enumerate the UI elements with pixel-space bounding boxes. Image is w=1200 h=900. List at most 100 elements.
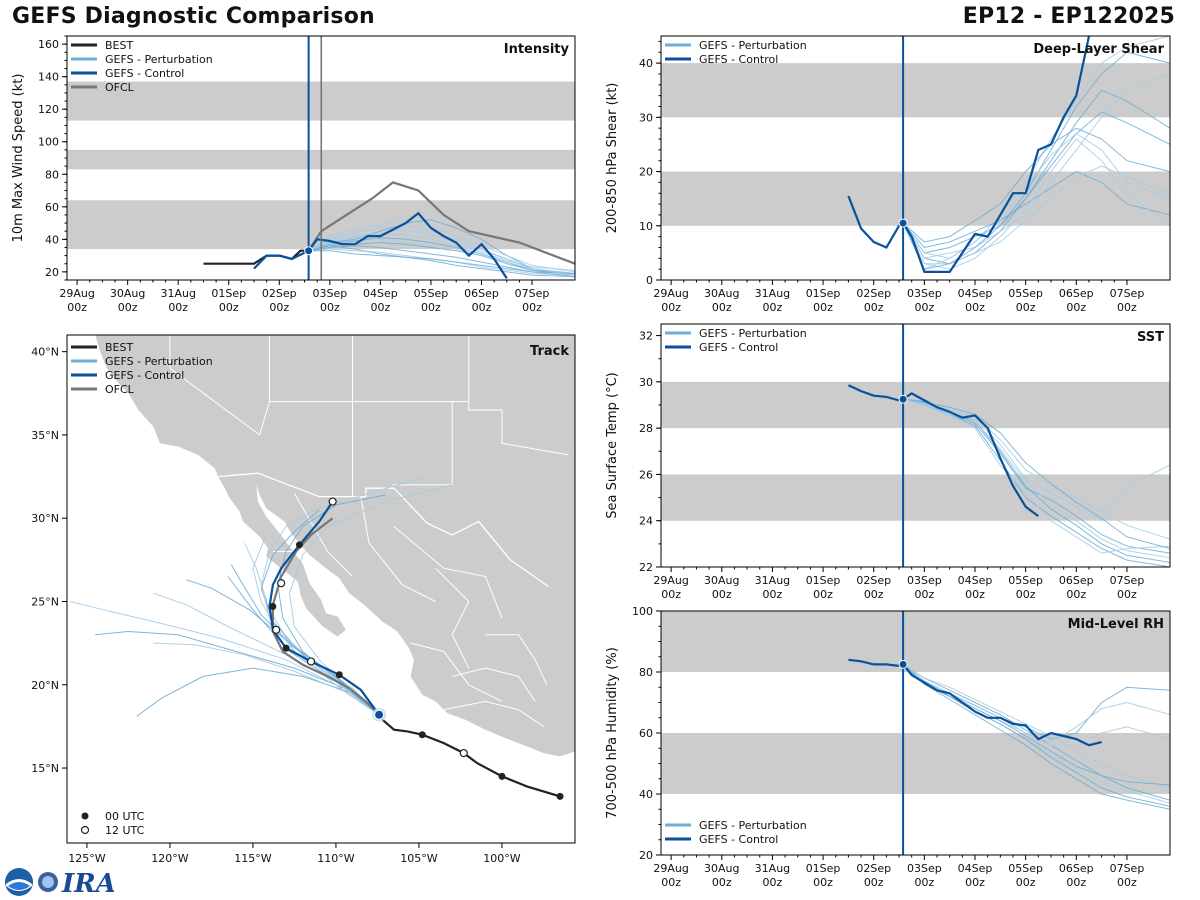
control-12z-marker	[277, 579, 286, 588]
x-tick-label-day: 31Aug	[755, 574, 790, 587]
state-line	[443, 700, 544, 727]
control-00z-marker	[335, 671, 343, 679]
y-tick-label: 160	[38, 38, 59, 51]
x-tick-label-hour: 00z	[661, 876, 681, 889]
x-tick-label-hour: 00z	[1117, 301, 1137, 314]
x-tick-label-day: 07Sep	[1110, 574, 1145, 587]
y-tick-label: 30	[639, 111, 653, 124]
legend-label-best: BEST	[105, 341, 133, 354]
x-tick-label-day: 30Aug	[704, 287, 739, 300]
legend-00z-marker	[81, 812, 89, 820]
perturbation-line	[902, 398, 1170, 559]
legend-label-best: BEST	[105, 39, 133, 52]
perturbation-line	[902, 89, 1170, 254]
x-tick-label-hour: 00z	[1016, 876, 1036, 889]
shaded-band	[661, 381, 1170, 429]
panel-title: Mid-Level RH	[1068, 617, 1164, 632]
control-line	[848, 658, 1102, 747]
perturbation-track	[260, 476, 428, 716]
control-00z-marker	[282, 644, 290, 652]
x-tick-label-day: 01Sep	[806, 287, 841, 300]
lat-tick-label: 15°N	[31, 762, 59, 775]
perturbation-line	[308, 245, 575, 278]
perturbation-line	[902, 664, 1170, 746]
lon-tick-label: 115°W	[234, 852, 271, 865]
axes-frame	[660, 323, 1171, 568]
legend-label-ofcl: OFCL	[105, 81, 135, 94]
x-tick-label-hour: 00z	[269, 301, 289, 314]
legend-label-pert: GEFS - Perturbation	[699, 819, 807, 832]
x-tick-label-day: 02Sep	[856, 287, 891, 300]
current-marker	[304, 246, 314, 256]
y-tick-label: 40	[639, 57, 653, 70]
x-tick-label-day: 05Sep	[1008, 862, 1043, 875]
y-axis-label: Sea Surface Temp (°C)	[605, 372, 620, 519]
x-tick-label-day: 06Sep	[1059, 862, 1094, 875]
perturbation-line	[902, 398, 1170, 554]
y-tick-label: 40	[639, 788, 653, 801]
x-tick-label-day: 05Sep	[1008, 287, 1043, 300]
perturbation-line	[902, 663, 1170, 789]
y-tick-label: 140	[38, 71, 59, 84]
x-tick-label-hour: 00z	[1066, 301, 1086, 314]
state-line	[360, 496, 436, 602]
x-tick-label-day: 04Sep	[958, 574, 993, 587]
noaa-cira-logo: IRA	[4, 866, 114, 898]
control-12z-marker	[272, 625, 281, 634]
current-marker	[898, 659, 908, 669]
best-00z-marker	[498, 772, 506, 780]
x-tick-label-hour: 00z	[712, 301, 732, 314]
y-tick-label: 24	[639, 515, 653, 528]
perturbation-line	[903, 398, 1170, 549]
current-marker	[898, 394, 908, 404]
lat-tick-label: 35°N	[31, 429, 59, 442]
control-00z-marker	[269, 602, 277, 610]
x-tick-label-hour: 00z	[661, 588, 681, 601]
y-tick-label: 60	[639, 727, 653, 740]
y-axis-label: 10m Max Wind Speed (kt)	[11, 74, 26, 243]
x-tick-label-hour: 00z	[1066, 588, 1086, 601]
x-tick-label-day: 31Aug	[755, 862, 790, 875]
y-tick-label: 0	[646, 274, 653, 287]
legend-label-ofcl: OFCL	[105, 383, 135, 396]
perturbation-line	[308, 235, 575, 276]
legend-label-pert: GEFS - Perturbation	[699, 327, 807, 340]
perturbation-line	[902, 171, 1170, 249]
x-tick-label-day: 05Sep	[1008, 574, 1043, 587]
legend-label-control: GEFS - Control	[699, 833, 778, 846]
shaded-band	[661, 474, 1170, 521]
panel-track: 125°W 120°W 115°W 110°W 105°W 100°W 15°N 20°N 25…	[31, 334, 576, 865]
x-tick-label-day: 05Sep	[414, 287, 449, 300]
border-ca-nv	[169, 335, 260, 436]
best-12z-marker	[459, 748, 468, 758]
y-tick-label: 32	[639, 330, 653, 343]
x-tick-label-day: 01Sep	[211, 287, 246, 300]
lon-tick-label: 110°W	[317, 852, 354, 865]
border-tx-ok	[468, 335, 569, 456]
x-tick-label-hour: 00z	[1066, 876, 1086, 889]
perturbation-line	[308, 245, 575, 278]
x-tick-label-day: 06Sep	[1059, 287, 1094, 300]
x-tick-label-day: 03Sep	[907, 287, 942, 300]
perturbation-line	[902, 138, 1170, 270]
legend-label-00z: 00 UTC	[105, 810, 145, 823]
state-line	[485, 634, 548, 686]
map-area	[70, 335, 575, 800]
legend-label-control: GEFS - Control	[699, 341, 778, 354]
perturbation-line	[902, 127, 1170, 243]
x-tick-label-day: 31Aug	[755, 287, 790, 300]
control-track	[268, 500, 380, 716]
x-tick-label-hour: 00z	[661, 301, 681, 314]
y-tick-label: 20	[639, 849, 653, 862]
x-tick-label-day: 31Aug	[160, 287, 195, 300]
panel-title: Deep-Layer Shear	[1033, 42, 1164, 57]
current-position-marker	[374, 709, 385, 720]
lat-tick-label: 30°N	[31, 512, 59, 525]
x-tick-label-hour: 00z	[118, 301, 138, 314]
perturbation-line	[902, 663, 1170, 801]
best-00z-marker	[556, 792, 564, 800]
y-tick-label: 22	[639, 561, 653, 574]
svg-text:IRA: IRA	[61, 869, 114, 898]
x-tick-label-hour: 00z	[219, 301, 239, 314]
x-tick-label-day: 01Sep	[806, 862, 841, 875]
